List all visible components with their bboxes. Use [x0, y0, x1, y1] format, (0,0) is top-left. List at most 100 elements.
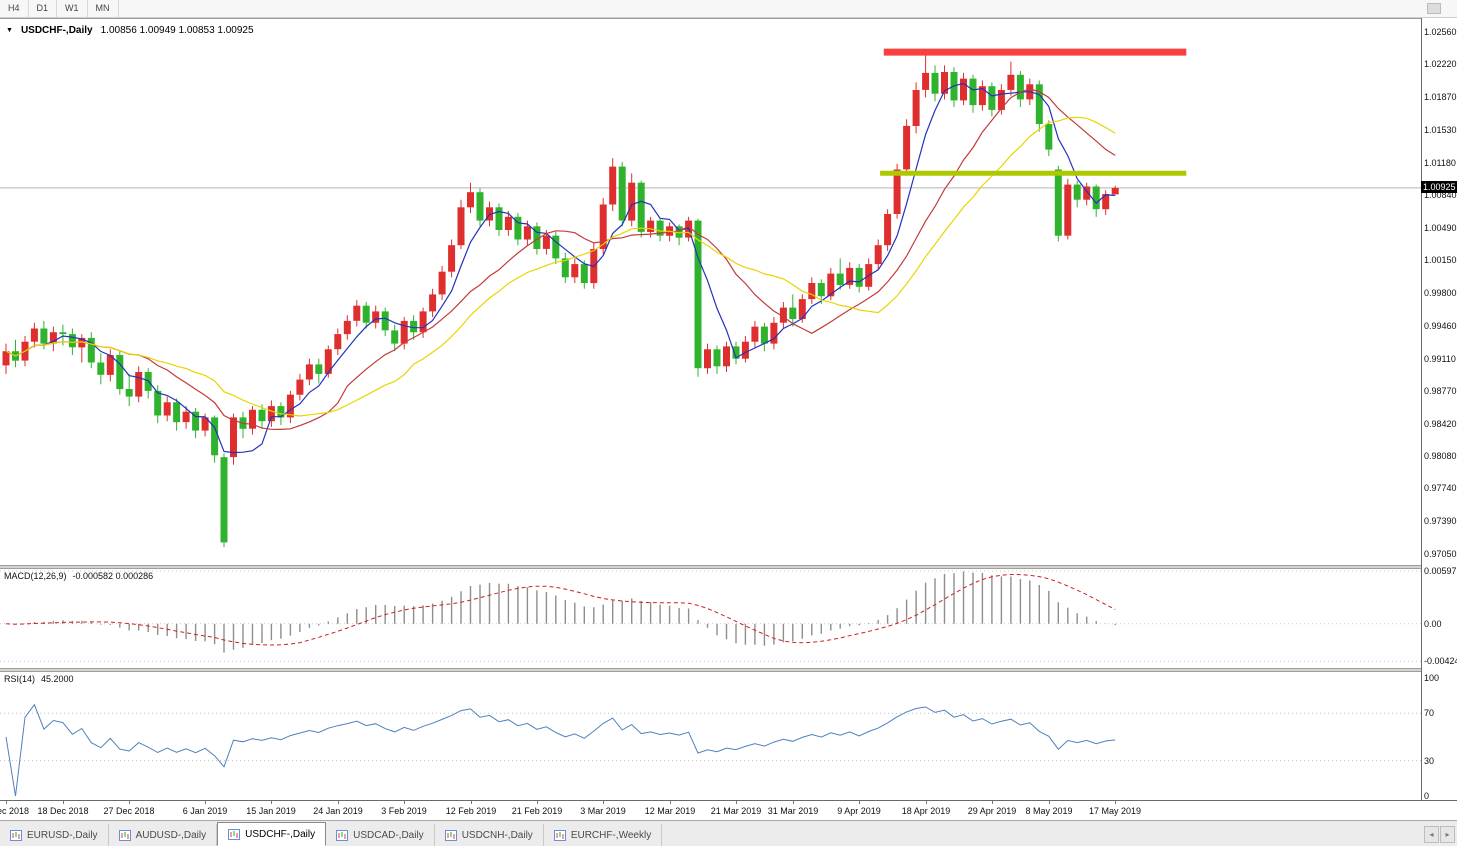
- date-label: 17 May 2019: [1088, 806, 1142, 816]
- chart-tab-icon: [444, 829, 457, 841]
- tab-usdcnh-daily[interactable]: USDCNH-,Daily: [434, 824, 544, 846]
- panel-resize-handle-rsi[interactable]: [0, 668, 1457, 672]
- date-label: 9 Apr 2019: [837, 806, 881, 816]
- timeframe-w1-button[interactable]: W1: [57, 0, 88, 17]
- price-axis-label: 0.99110: [1424, 353, 1456, 364]
- timeframe-mn-button[interactable]: MN: [88, 0, 119, 17]
- time-tick: [471, 801, 472, 804]
- time-tick: [6, 801, 7, 804]
- panel-resize-handle-macd[interactable]: [0, 565, 1457, 569]
- time-tick: [793, 801, 794, 804]
- time-tick: [1049, 801, 1050, 804]
- macd-canvas[interactable]: [0, 569, 1421, 668]
- price-axis-label: 1.01180: [1424, 157, 1456, 168]
- tab-audusd-daily[interactable]: AUDUSD-,Daily: [108, 824, 218, 846]
- time-tick: [603, 801, 604, 804]
- date-label: 6 Jan 2019: [182, 806, 228, 816]
- rsi-axis-label: 70: [1424, 708, 1435, 719]
- date-label: 31 Mar 2019: [767, 806, 819, 816]
- price-axis-label: 1.00490: [1424, 223, 1457, 234]
- timeframe-toolbar: H4 D1 W1 MN: [0, 0, 1457, 18]
- tab-scroll-left-button[interactable]: ◂: [1424, 826, 1439, 843]
- date-label: 12 Mar 2019: [644, 806, 696, 816]
- main-chart-panel[interactable]: ▼ USDCHF-,Daily 1.00856 1.00949 1.00853 …: [0, 18, 1421, 565]
- date-label: 12 Feb 2019: [445, 806, 497, 816]
- rsi-panel[interactable]: RSI(14) 45.2000: [0, 672, 1421, 800]
- rsi-axis-label: 100: [1424, 672, 1440, 683]
- tab-eurchf-weekly[interactable]: EURCHF-,Weekly: [543, 824, 663, 846]
- date-label: 8 May 2019: [1025, 806, 1073, 816]
- date-label: 27 Dec 2018: [103, 806, 155, 816]
- chart-tab-label: USDCHF-,Daily: [245, 828, 316, 840]
- chart-tab-label: EURUSD-,Daily: [27, 829, 98, 841]
- price-axis-label: 1.01870: [1424, 92, 1457, 103]
- price-axis-label: 0.97740: [1424, 483, 1457, 494]
- rsi-canvas[interactable]: [0, 672, 1421, 800]
- price-axis-label: 0.97050: [1424, 548, 1457, 559]
- time-tick: [736, 801, 737, 804]
- axis-divider: [1421, 18, 1422, 800]
- chart-quote-label: ▼ USDCHF-,Daily 1.00856 1.00949 1.00853 …: [6, 25, 254, 36]
- time-tick: [338, 801, 339, 804]
- chart-tab-bar: EURUSD-,Daily AUDUSD-,Daily USDCHF-,Daily U…: [0, 820, 1457, 846]
- chart-tab-icon: [228, 828, 241, 840]
- time-tick: [859, 801, 860, 804]
- timeframe-d1-button[interactable]: D1: [29, 0, 58, 17]
- date-label: 15 Jan 2019: [246, 806, 296, 816]
- macd-axis-label: -0.00424: [1424, 656, 1457, 667]
- tab-usdcad-daily[interactable]: USDCAD-,Daily: [326, 824, 435, 846]
- main-chart-canvas[interactable]: [0, 19, 1421, 565]
- macd-label: MACD(12,26,9) -0.000582 0.000286: [4, 571, 153, 581]
- current-price-tag: 1.00925: [1421, 181, 1457, 193]
- macd-axis-label: 0.00: [1424, 618, 1442, 629]
- time-tick: [205, 801, 206, 804]
- tab-usdchf-daily[interactable]: USDCHF-,Daily: [217, 822, 327, 846]
- timeframe-h4-button[interactable]: H4: [0, 0, 29, 17]
- price-axis-label: 1.02220: [1424, 59, 1457, 70]
- chart-ohlc-values: 1.00856 1.00949 1.00853 1.00925: [100, 25, 254, 36]
- macd-panel[interactable]: MACD(12,26,9) -0.000582 0.000286: [0, 569, 1421, 668]
- price-axis-label: 0.98770: [1424, 385, 1457, 396]
- rsi-label: RSI(14) 45.2000: [4, 674, 74, 684]
- macd-axis-label: 0.00597: [1424, 566, 1457, 577]
- tab-scroll-buttons: ◂ ▸: [1424, 826, 1455, 843]
- price-axis[interactable]: 1.02560 1.02220 1.01870 1.01530 1.01180 1.008…: [1421, 18, 1457, 801]
- chart-tab-label: AUDUSD-,Daily: [135, 829, 207, 841]
- time-tick: [537, 801, 538, 804]
- chart-tab-label: EURCHF-,Weekly: [570, 829, 652, 841]
- time-tick: [404, 801, 405, 804]
- price-axis-label: 0.99800: [1424, 288, 1457, 299]
- tab-eurusd-daily[interactable]: EURUSD-,Daily: [0, 824, 109, 846]
- chart-tab-label: USDCNH-,Daily: [461, 829, 533, 841]
- chart-tab-icon: [10, 829, 22, 841]
- date-label: 9 Dec 2018: [0, 806, 30, 816]
- price-axis-label: 1.01530: [1424, 124, 1457, 135]
- date-label: 18 Dec 2018: [37, 806, 89, 816]
- macd-title: MACD(12,26,9): [4, 571, 67, 581]
- time-tick: [992, 801, 993, 804]
- chart-dropdown-icon[interactable]: ▼: [6, 27, 13, 34]
- chart-tab-icon: [118, 829, 131, 841]
- date-label: 29 Apr 2019: [967, 806, 1017, 816]
- price-axis-label: 0.98420: [1424, 418, 1457, 429]
- time-tick: [271, 801, 272, 804]
- time-axis[interactable]: 9 Dec 2018 18 Dec 2018 27 Dec 2018 6 Jan 20…: [0, 800, 1457, 820]
- chart-tab-icon: [553, 829, 566, 841]
- time-tick: [670, 801, 671, 804]
- rsi-title: RSI(14): [4, 674, 36, 684]
- price-axis-label: 1.02560: [1424, 27, 1457, 38]
- date-label: 18 Apr 2019: [901, 806, 951, 816]
- price-axis-label: 1.00150: [1424, 255, 1457, 266]
- price-axis-label: 0.99460: [1424, 320, 1457, 331]
- chart-symbol-label: USDCHF-,Daily: [20, 25, 93, 36]
- tab-scroll-right-button[interactable]: ▸: [1440, 826, 1455, 843]
- rsi-value: 45.2000: [41, 674, 74, 684]
- date-label: 3 Feb 2019: [381, 806, 427, 816]
- macd-values: -0.000582 0.000286: [72, 571, 154, 581]
- price-axis-label: 1.00840: [1424, 189, 1457, 200]
- time-tick: [926, 801, 927, 804]
- time-tick: [129, 801, 130, 804]
- toolbar-corner-button[interactable]: [1427, 3, 1441, 14]
- date-label: 24 Jan 2019: [313, 806, 363, 816]
